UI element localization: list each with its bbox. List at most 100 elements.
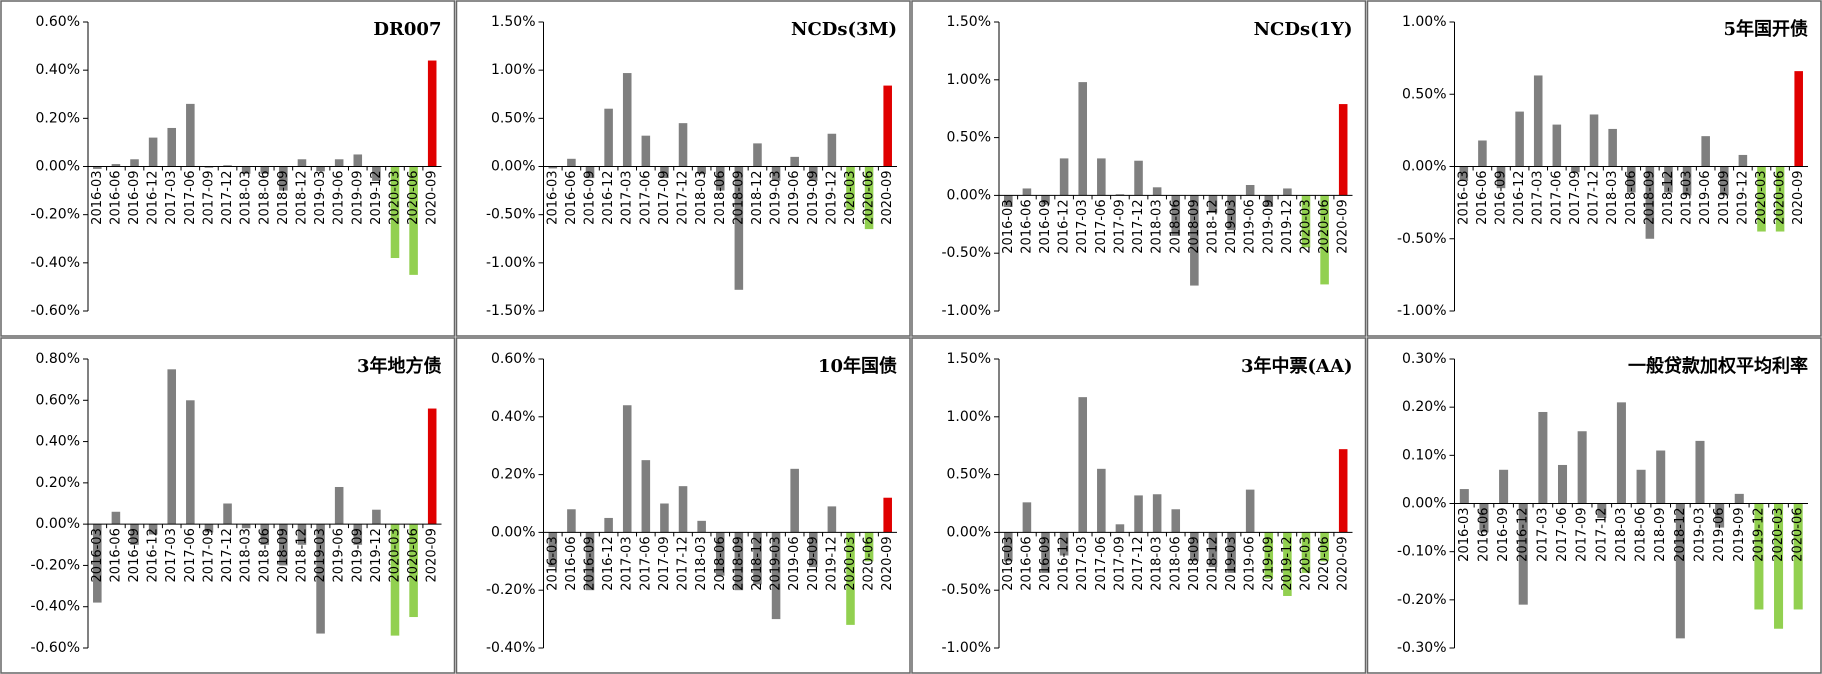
x-tick-label: 2017-12 [220, 171, 235, 225]
x-tick-label: 2018-06 [1624, 171, 1639, 225]
bar [130, 524, 139, 545]
y-tick-label: 0.00% [491, 524, 535, 540]
chart-title: 5年国开债 [1723, 18, 1808, 40]
x-tick-label: 2017-12 [1131, 536, 1146, 590]
y-tick-label: 1.00% [947, 409, 991, 425]
bar [204, 524, 214, 533]
x-tick-label: 2018-06 [713, 536, 728, 590]
y-tick-label: -0.10% [1397, 544, 1447, 560]
bar [790, 156, 799, 167]
bar [734, 166, 744, 290]
bar [1264, 195, 1274, 207]
chart-panel: -0.60% -0.40% -0.20% 0.00% 0.20% 0.40% 0.60% 0.… [0, 337, 456, 674]
y-tick-label: -1.50% [486, 303, 536, 319]
bar [622, 73, 632, 167]
bar [167, 369, 177, 525]
x-tick-label: 2016-06 [1476, 508, 1491, 562]
x-tick-label: 2017-03 [1075, 536, 1090, 590]
bar [334, 159, 344, 167]
y-tick-label: -1.00% [941, 303, 991, 319]
bar [1245, 489, 1255, 533]
bar [297, 159, 307, 167]
bar [1656, 450, 1666, 504]
bar [1004, 195, 1013, 207]
bar [1794, 71, 1803, 167]
x-tick-label: 2018-06 [1168, 199, 1183, 253]
x-tick-label: 2020-06 [862, 536, 877, 590]
x-tick-label: 2019-06 [1712, 508, 1727, 562]
bar [1320, 532, 1329, 562]
bar [390, 524, 400, 636]
x-tick-label: 2018-09 [1653, 508, 1668, 562]
y-tick-label: 0.00% [36, 159, 80, 175]
x-tick-label: 2020-09 [425, 528, 440, 582]
bar [1041, 195, 1050, 205]
panel-border [911, 0, 1367, 337]
x-tick-label: 2019-09 [1261, 536, 1276, 590]
y-tick-label: -1.00% [1397, 303, 1447, 319]
x-tick-label: 2019-12 [824, 171, 839, 225]
bar [1538, 411, 1548, 504]
chart-panel: -0.30% -0.20% -0.10% 0.00% 0.10% 0.20% 0.30% 20… [1366, 337, 1822, 674]
x-tick-label: 2017-09 [1112, 199, 1127, 253]
y-tick-label: 0.80% [36, 351, 80, 367]
x-tick-label: 2017-12 [676, 536, 691, 590]
bar [1301, 532, 1311, 573]
bar [1459, 489, 1469, 504]
x-tick-label: 2019-06 [1243, 536, 1258, 590]
bar [111, 164, 121, 167]
bar [567, 158, 576, 167]
bar [660, 503, 669, 533]
bar [1264, 532, 1274, 579]
bar [297, 524, 307, 545]
panel-border [1366, 0, 1822, 337]
x-tick-label: 2017-12 [1594, 508, 1609, 562]
chart-title: NCDs(3M) [791, 19, 897, 40]
bar [204, 166, 214, 168]
bar [1338, 449, 1348, 533]
bar [1059, 158, 1069, 196]
x-tick-label: 2017-06 [1549, 171, 1564, 225]
x-tick-label: 2020-03 [1771, 508, 1786, 562]
bar [1078, 82, 1088, 196]
bar [1682, 166, 1692, 196]
bar [1701, 136, 1710, 167]
x-tick-label: 2016-09 [1494, 171, 1509, 225]
bar [1479, 503, 1489, 533]
bar [864, 532, 874, 562]
panel-border [0, 0, 456, 337]
x-tick-label: 2020-09 [425, 171, 440, 225]
x-tick-label: 2016-12 [1516, 508, 1531, 562]
bar [641, 135, 651, 167]
y-tick-label: 1.00% [947, 72, 991, 88]
bar [353, 524, 363, 545]
bar [1577, 431, 1587, 504]
chart-panel: -1.50% -1.00% -0.50% 0.00% 0.50% 1.00% 1.50% 20… [455, 0, 911, 337]
x-tick-label: 2020-06 [406, 171, 421, 225]
x-tick-label: 2019-12 [1280, 199, 1295, 253]
y-tick-label: 0.00% [36, 516, 80, 532]
chart-panel: -0.40% -0.20% 0.00% 0.20% 0.40% 0.60% 2016-03 2… [455, 337, 911, 674]
bar [1227, 195, 1236, 231]
y-tick-label: 0.60% [491, 351, 535, 367]
x-tick-label: 2016-09 [1038, 199, 1053, 253]
y-tick-label: -0.60% [30, 303, 80, 319]
bar [1557, 464, 1568, 504]
bar [427, 60, 437, 167]
x-tick-label: 2017-09 [201, 528, 216, 582]
y-tick-label: 0.20% [36, 110, 80, 126]
y-tick-label: 0.10% [1402, 447, 1446, 463]
y-tick-label: 1.50% [947, 351, 991, 367]
bar [548, 166, 558, 169]
x-tick-label: 2016-12 [146, 171, 161, 225]
y-tick-label: 0.30% [1402, 351, 1446, 367]
x-tick-label: 2016-06 [108, 528, 123, 582]
bar [409, 166, 418, 275]
x-tick-label: 2019-06 [1698, 171, 1713, 225]
y-tick-label: 1.50% [491, 14, 535, 30]
x-tick-label: 2016-06 [1019, 536, 1034, 590]
x-tick-label: 2018-12 [750, 536, 765, 590]
bar [1283, 532, 1292, 596]
bar [585, 532, 595, 591]
